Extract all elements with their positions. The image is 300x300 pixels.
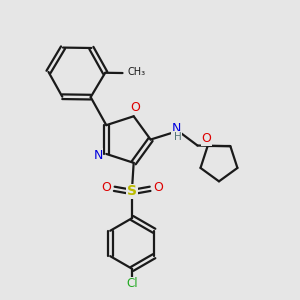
- Text: O: O: [153, 181, 163, 194]
- Text: N: N: [171, 122, 181, 135]
- Text: O: O: [201, 132, 211, 145]
- Text: Cl: Cl: [126, 277, 138, 290]
- Text: O: O: [101, 181, 111, 194]
- Text: H: H: [174, 132, 181, 142]
- Text: N: N: [93, 149, 103, 162]
- Text: O: O: [130, 101, 140, 114]
- Text: S: S: [127, 184, 137, 198]
- Text: CH₃: CH₃: [127, 67, 145, 76]
